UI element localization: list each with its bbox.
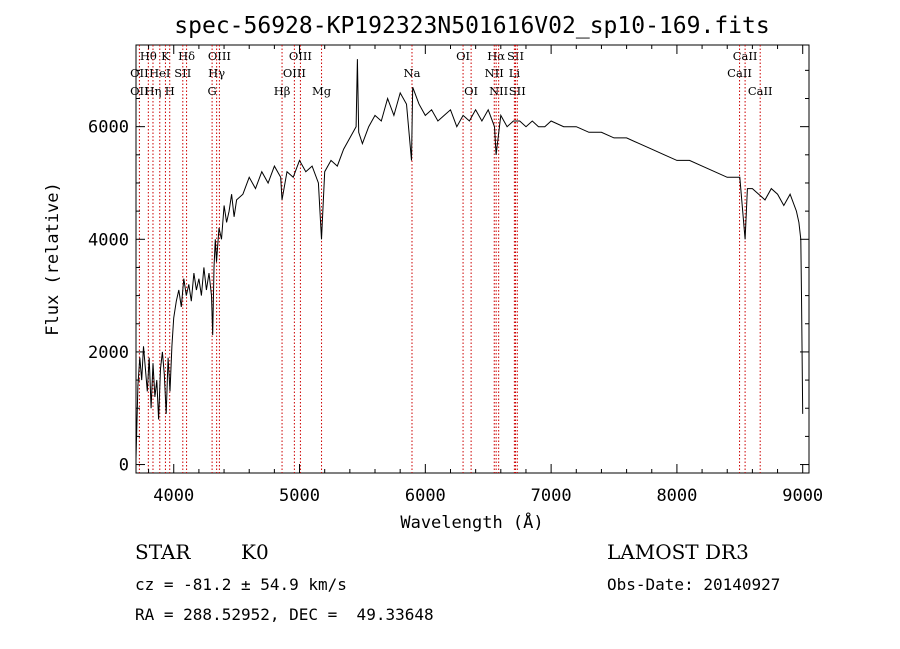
line-label-5: Hη: [145, 84, 162, 98]
line-label-16: Na: [404, 66, 421, 80]
axis-ticks: 4000 5000 6000 7000 8000 9000 0 2000 4000 6000: [88, 45, 823, 506]
coords-text: RA = 288.52952, DEC = 49.33648: [135, 605, 434, 624]
object-class: STAR: [135, 540, 191, 564]
x-tick-label-4: 8000: [656, 486, 697, 506]
line-markers: Hθ OII OII K HeI Hη H Hδ SII OIII Hγ G OIII OIII Hβ Mg N…: [130, 45, 773, 473]
object-subclass: K0: [241, 540, 269, 564]
line-label-3: K: [161, 49, 170, 63]
line-label-11: G: [208, 84, 217, 98]
line-label-24: SII: [509, 84, 526, 98]
line-label-9: OIII: [208, 49, 231, 63]
line-label-4: HeI: [149, 66, 170, 80]
line-label-14: Hβ: [274, 84, 291, 98]
obs-date-text: Obs-Date: 20140927: [607, 575, 781, 594]
line-label-25: CaII: [733, 49, 758, 63]
x-tick-label-0: 4000: [153, 486, 194, 506]
y-tick-label-1: 2000: [88, 343, 129, 363]
line-label-1: OII: [130, 66, 149, 80]
x-tick-label-3: 7000: [531, 486, 572, 506]
line-label-13: OIII: [283, 66, 306, 80]
survey-name: LAMOST DR3: [607, 540, 749, 564]
line-label-17: OI: [456, 49, 470, 63]
line-label-2: OII: [130, 84, 149, 98]
line-label-0: Hθ: [140, 49, 157, 63]
line-label-7: Hδ: [178, 49, 195, 63]
line-label-6: H: [165, 84, 175, 98]
line-label-27: CaII: [748, 84, 773, 98]
line-label-21: NII: [485, 66, 504, 80]
y-tick-label-3: 6000: [88, 118, 129, 138]
line-label-23: NII: [489, 84, 508, 98]
line-label-20: SII: [507, 49, 524, 63]
x-tick-label-1: 5000: [279, 486, 320, 506]
line-label-12: OIII: [289, 49, 312, 63]
line-label-26: CaII: [727, 66, 752, 80]
line-label-19: Hα: [487, 49, 505, 63]
redshift-text: cz = -81.2 ± 54.9 km/s: [135, 575, 347, 594]
line-label-18: OI: [464, 84, 478, 98]
x-tick-label-5: 9000: [782, 486, 823, 506]
line-label-22: Li: [509, 66, 521, 80]
line-label-10: Hγ: [208, 66, 225, 80]
y-tick-label-0: 0: [119, 456, 129, 476]
y-tick-label-2: 4000: [88, 230, 129, 250]
chart-title: spec-56928-KP192323N501616V02_sp10-169.f…: [174, 13, 769, 39]
plot-frame: [135, 44, 810, 474]
line-label-15: Mg: [312, 84, 332, 98]
line-label-8: SII: [174, 66, 191, 80]
x-axis-label: Wavelength (Å): [400, 511, 543, 533]
x-tick-label-2: 6000: [405, 486, 446, 506]
spectrum-line: [135, 59, 804, 459]
y-axis-label: Flux (relative): [43, 182, 63, 336]
